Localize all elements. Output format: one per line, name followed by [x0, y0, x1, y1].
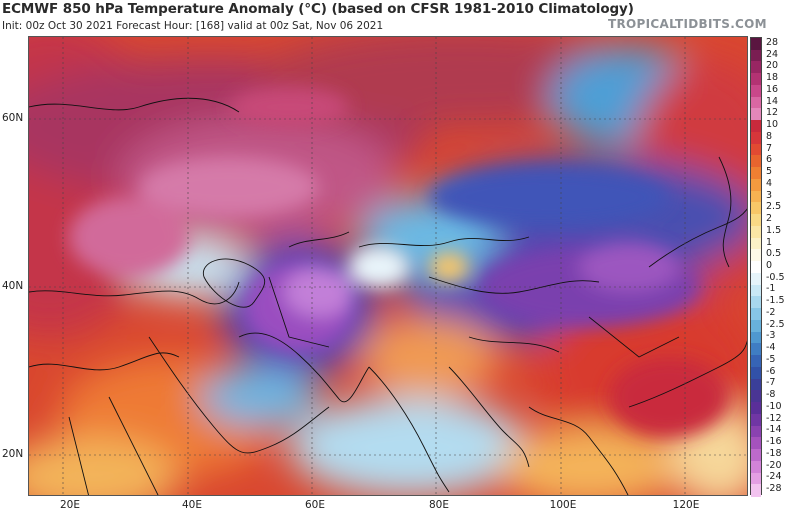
lon-label-100e: 100E [549, 499, 577, 511]
colorbar-tick-label: 20 [766, 60, 779, 72]
colorbar-swatch [751, 167, 761, 180]
colorbar-tick-label: 6 [766, 154, 773, 166]
colorbar-tick-label: -5 [766, 353, 776, 365]
colorbar [750, 37, 762, 497]
colorbar-tick-label: -6 [766, 365, 776, 377]
colorbar-tick-label: 28 [766, 36, 779, 48]
lat-label-20n: 20N [2, 448, 24, 460]
colorbar-tick-label: -0.5 [766, 271, 785, 283]
colorbar-swatch [751, 237, 761, 250]
colorbar-tick-label: -3 [766, 330, 776, 342]
colorbar-swatch [751, 378, 761, 391]
colorbar-swatch [751, 38, 761, 51]
colorbar-tick-label: -24 [766, 471, 782, 483]
lon-label-80e: 80E [429, 499, 449, 511]
colorbar-swatch [751, 131, 761, 145]
map-subtitle: Init: 00z Oct 30 2021 Forecast Hour: [16… [2, 20, 384, 32]
colorbar-tick-label: -12 [766, 412, 782, 424]
colorbar-swatch [751, 178, 761, 192]
colorbar-swatch [751, 108, 761, 121]
colorbar-tick-label: 24 [766, 48, 779, 60]
colorbar-tick-label: -1 [766, 283, 776, 295]
colorbar-swatch [751, 472, 761, 485]
colorbar-swatch [751, 155, 761, 168]
colorbar-tick-label: -20 [766, 459, 782, 471]
colorbar-swatch [751, 225, 761, 239]
colorbar-swatch [751, 308, 761, 321]
colorbar-swatch [751, 143, 761, 157]
colorbar-tick-label: 1.5 [766, 224, 782, 236]
colorbar-swatch [751, 331, 761, 344]
graticule [29, 37, 747, 495]
colorbar-tick-label: -7 [766, 377, 776, 389]
colorbar-swatch [751, 296, 761, 309]
colorbar-tick-label: -18 [766, 447, 782, 459]
colorbar-swatch [751, 437, 761, 450]
colorbar-swatch [751, 84, 761, 98]
lat-label-60n: 60N [2, 112, 24, 124]
colorbar-tick-label: 2 [766, 213, 773, 225]
colorbar-tick-label: 2.5 [766, 201, 782, 213]
colorbar-swatch [751, 261, 761, 274]
colorbar-swatch [751, 96, 761, 110]
colorbar-tick-label: -8 [766, 389, 776, 401]
colorbar-tick-label: 12 [766, 107, 779, 119]
colorbar-tick-label: 18 [766, 72, 779, 84]
colorbar-tick-label: 4 [766, 177, 773, 189]
watermark-logo: TROPICALTIDBITS.COM [608, 17, 767, 31]
colorbar-tick-label: 3 [766, 189, 773, 201]
colorbar-tick-label: 7 [766, 142, 773, 154]
colorbar-tick-label: -1.5 [766, 295, 785, 307]
colorbar-tick-label: 8 [766, 130, 773, 142]
lon-label-20e: 20E [60, 499, 80, 511]
colorbar-swatch [751, 73, 761, 86]
colorbar-swatch [751, 390, 761, 403]
colorbar-swatch [751, 190, 761, 203]
colorbar-swatch [751, 413, 761, 427]
colorbar-tick-label: 1 [766, 236, 773, 248]
colorbar-tick-label: -2.5 [766, 318, 785, 330]
colorbar-swatch [751, 214, 761, 227]
colorbar-tick-label: 5 [766, 166, 773, 178]
anomaly-map [29, 37, 747, 495]
lat-label-40n: 40N [2, 280, 24, 292]
colorbar-swatch [751, 355, 761, 368]
colorbar-tick-label: -10 [766, 400, 782, 412]
colorbar-tick-label: -14 [766, 424, 782, 436]
colorbar-tick-label: 0.5 [766, 248, 782, 260]
colorbar-swatch [751, 272, 761, 286]
lon-label-40e: 40E [182, 499, 202, 511]
colorbar-tick-label: -4 [766, 342, 776, 354]
map-panel [28, 36, 748, 496]
colorbar-swatch [751, 284, 761, 297]
colorbar-swatch [751, 460, 761, 474]
colorbar-tick-label: 0 [766, 260, 773, 271]
colorbar-swatch [751, 249, 761, 262]
colorbar-tick-label: -2 [766, 306, 776, 318]
colorbar-swatch [751, 319, 761, 333]
coastline-borders [29, 97, 747, 495]
lon-label-120e: 120E [672, 499, 700, 511]
colorbar-swatch [751, 449, 761, 462]
map-title: ECMWF 850 hPa Temperature Anomaly (°C) (… [2, 1, 634, 17]
colorbar-swatch [751, 120, 761, 133]
colorbar-swatch [751, 425, 761, 438]
colorbar-tick-label: -16 [766, 436, 782, 448]
colorbar-swatch [751, 343, 761, 356]
lon-label-60e: 60E [305, 499, 325, 511]
colorbar-tick-label: 10 [766, 119, 779, 131]
colorbar-tick-label: 16 [766, 83, 779, 95]
colorbar-swatch [751, 484, 761, 497]
colorbar-tick-label: -28 [766, 483, 782, 495]
colorbar-swatch [751, 49, 761, 63]
anomaly-cores [69, 87, 729, 437]
colorbar-tick-label: 14 [766, 95, 779, 107]
colorbar-swatch [751, 61, 761, 74]
colorbar-swatch [751, 202, 761, 215]
colorbar-swatch [751, 366, 761, 380]
colorbar-swatch [751, 402, 761, 415]
